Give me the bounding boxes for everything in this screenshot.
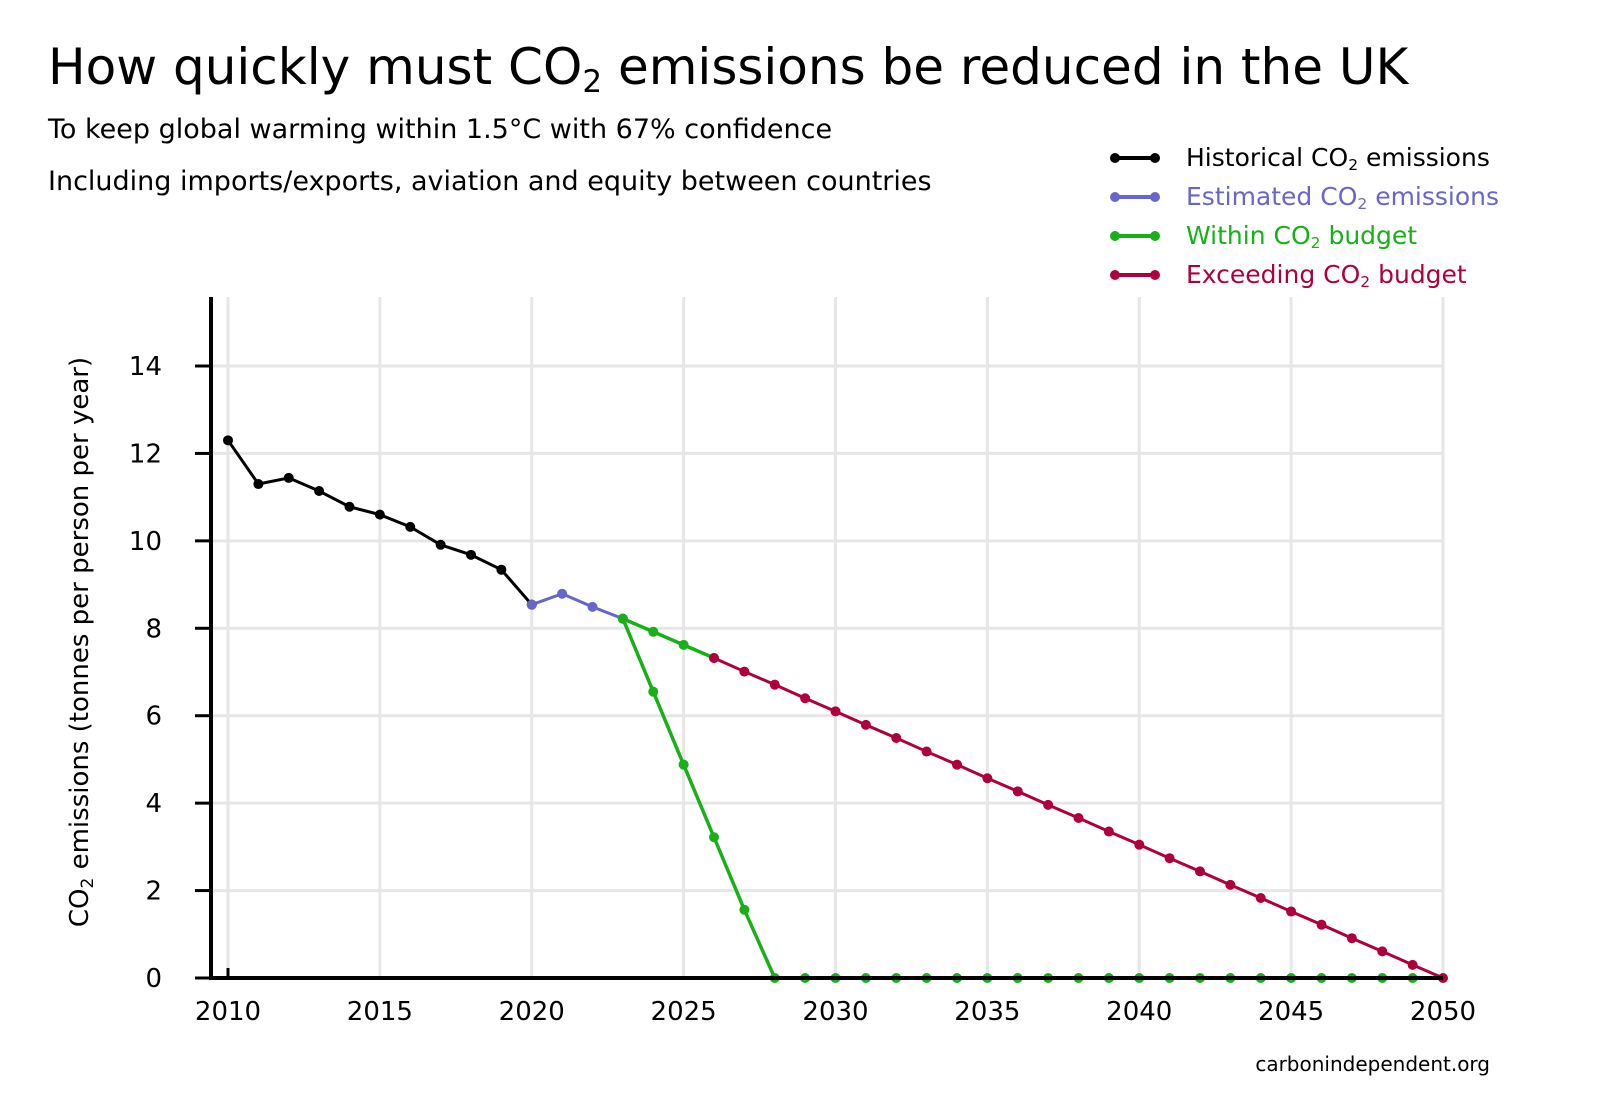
data-point <box>617 613 628 624</box>
legend-label: Estimated CO2 emissions <box>1186 182 1500 213</box>
data-point <box>739 666 750 677</box>
series-line <box>622 617 715 660</box>
data-point <box>405 521 416 532</box>
data-point <box>830 706 841 717</box>
x-tick-label: 2035 <box>954 997 1020 1027</box>
data-point <box>709 653 719 664</box>
data-point <box>648 686 659 697</box>
data-point <box>1012 786 1023 797</box>
y-axis-label: CO2 emissions (tonnes per person per yea… <box>65 357 98 927</box>
legend-swatch <box>1110 151 1160 165</box>
legend-swatch <box>1110 190 1160 204</box>
data-point <box>1377 946 1388 957</box>
data-point <box>1225 879 1236 890</box>
data-point <box>648 626 659 637</box>
data-point <box>739 904 750 915</box>
data-point <box>344 501 355 512</box>
data-point <box>1286 906 1297 917</box>
data-point <box>678 759 689 770</box>
data-point <box>1346 933 1357 944</box>
legend-item: Within CO2 budget <box>1110 216 1499 255</box>
legend: Historical CO2 emissions Estimated CO2 em… <box>1110 138 1499 294</box>
data-point <box>526 599 537 610</box>
legend-item: Estimated CO2 emissions <box>1110 177 1499 216</box>
legend-item: Exceeding CO2 budget <box>1110 255 1499 294</box>
data-point <box>678 639 689 650</box>
y-tick-label: 6 <box>145 702 162 732</box>
data-point <box>1195 866 1205 877</box>
legend-label: Within CO2 budget <box>1186 221 1418 252</box>
data-point <box>709 832 719 843</box>
x-tick-label: 2025 <box>651 997 717 1027</box>
data-point <box>1316 919 1327 930</box>
x-tick-label: 2030 <box>802 997 868 1027</box>
x-tick-label: 2045 <box>1258 997 1324 1027</box>
y-tick-label: 12 <box>129 439 162 469</box>
y-tick-label: 14 <box>129 352 162 382</box>
data-point <box>253 479 264 490</box>
data-point <box>982 773 993 784</box>
data-point <box>283 472 294 483</box>
data-point <box>1043 799 1054 810</box>
legend-label: Exceeding CO2 budget <box>1186 260 1467 291</box>
data-point <box>1134 839 1145 850</box>
data-point <box>1103 826 1114 837</box>
data-point <box>921 746 932 757</box>
legend-item: Historical CO2 emissions <box>1110 138 1499 177</box>
y-tick-label: 8 <box>145 614 162 644</box>
legend-swatch <box>1110 268 1160 282</box>
data-point <box>314 486 325 497</box>
data-point <box>769 679 780 690</box>
x-tick-label: 2050 <box>1410 997 1476 1027</box>
data-point <box>1073 813 1084 824</box>
chart-subtitle-1: To keep global warming within 1.5°C with… <box>48 114 833 145</box>
x-tick-label: 2010 <box>195 997 261 1027</box>
chart-subtitle-2: Including imports/exports, aviation and … <box>48 166 932 197</box>
x-tick-label: 2020 <box>499 997 565 1027</box>
data-point <box>587 601 598 612</box>
data-point <box>496 564 507 575</box>
data-point <box>891 733 902 744</box>
source-credit: carbonindependent.org <box>1255 1052 1490 1076</box>
legend-swatch <box>1110 229 1160 243</box>
data-point <box>1164 853 1175 864</box>
x-tick-label: 2015 <box>347 997 413 1027</box>
series-line <box>531 592 624 621</box>
y-tick-label: 10 <box>129 527 162 557</box>
data-point <box>466 549 476 560</box>
y-tick-label: 2 <box>145 877 162 907</box>
data-point <box>435 539 446 550</box>
data-point <box>800 693 811 704</box>
y-tick-label: 4 <box>145 789 162 819</box>
data-point <box>1407 959 1418 970</box>
data-point <box>952 759 962 770</box>
data-point <box>557 588 568 599</box>
chart-title: How quickly must CO2 emissions be reduce… <box>48 38 1409 100</box>
data-point <box>1255 893 1266 904</box>
legend-label: Historical CO2 emissions <box>1186 143 1490 174</box>
data-point <box>860 719 871 730</box>
data-point <box>374 509 385 520</box>
y-tick-label: 0 <box>145 964 162 994</box>
data-point <box>223 435 233 446</box>
x-tick-label: 2040 <box>1106 997 1172 1027</box>
